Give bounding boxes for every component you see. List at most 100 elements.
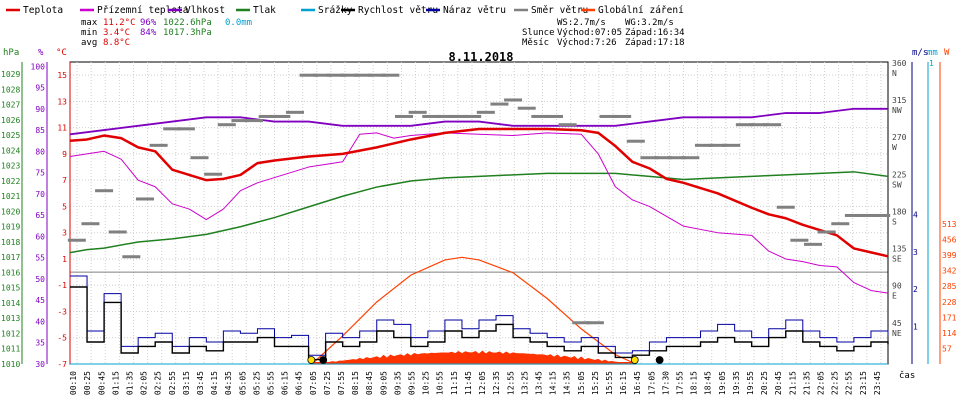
x-tick-label: 07:05 bbox=[309, 371, 318, 395]
x-tick-label: 17:30 bbox=[661, 371, 670, 395]
x-tick-label: 07:25 bbox=[323, 371, 332, 395]
axis-hpa-tick: 1016 bbox=[1, 268, 20, 277]
x-tick-label: 20:45 bbox=[774, 371, 783, 395]
x-tick-label: 22:25 bbox=[831, 371, 840, 395]
x-tick-label: 15:25 bbox=[591, 371, 600, 395]
axis-pct-tick: 35 bbox=[35, 339, 45, 348]
series-wind-dir-point bbox=[722, 143, 741, 147]
axis-w-tick: 114 bbox=[942, 329, 957, 338]
axis-pct-tick: 70 bbox=[35, 190, 45, 199]
x-tick-label: 13:45 bbox=[534, 371, 543, 395]
x-tick-label: 21:15 bbox=[788, 371, 797, 395]
x-tick-label: 12:55 bbox=[506, 371, 515, 395]
series-wind-dir-point bbox=[190, 156, 209, 160]
axis-hpa-tick: 1019 bbox=[1, 223, 20, 232]
series-wind-dir-point bbox=[844, 213, 863, 217]
series-wind-dir-point bbox=[463, 114, 482, 118]
series-wind-dir-point bbox=[626, 139, 645, 143]
axis-pct-tick: 50 bbox=[35, 275, 45, 284]
series-wind-dir-point bbox=[231, 119, 250, 123]
axis-ms-tick: 4 bbox=[913, 210, 918, 219]
stats-label-avg: avg bbox=[81, 38, 97, 48]
axis-pct-tick: 90 bbox=[35, 105, 45, 114]
x-tick-label: 03:45 bbox=[196, 371, 205, 395]
series-wind-dir-point bbox=[585, 321, 604, 325]
series-wind-dir-point bbox=[381, 73, 400, 77]
sunrise-marker bbox=[307, 356, 316, 364]
moonrise-marker bbox=[319, 356, 328, 364]
series-wind-dir-point bbox=[435, 114, 454, 118]
x-tick-label: 06:45 bbox=[295, 371, 304, 395]
x-tick-label: 23:15 bbox=[859, 371, 868, 395]
series-wind-dir-point bbox=[599, 114, 618, 118]
axis-mm-label: mm bbox=[927, 48, 938, 58]
x-tick-label: 18:15 bbox=[690, 371, 699, 395]
axis-pct-tick: 100 bbox=[31, 62, 46, 71]
axis-dir-tick: 135 bbox=[892, 245, 907, 254]
series-wind-dir-point bbox=[490, 102, 509, 106]
axis-temp-tick: 7 bbox=[62, 176, 67, 185]
axis-mm-tick: 1 bbox=[929, 59, 934, 68]
axis-dir-tick: N bbox=[892, 69, 897, 78]
series-wind-dir-point bbox=[858, 213, 877, 217]
x-tick-label: 15:05 bbox=[577, 371, 586, 395]
axis-dir-tick: E bbox=[892, 292, 897, 301]
axis-ms-tick: 2 bbox=[913, 285, 918, 294]
x-tick-label: 01:15 bbox=[111, 371, 120, 395]
series-wind-dir-point bbox=[122, 255, 141, 259]
axis-dir-tick: 360 bbox=[892, 59, 907, 68]
legend-label-8: Globální záření bbox=[598, 5, 684, 16]
series-wind-dir-point bbox=[217, 123, 236, 127]
series-wind-dir-point bbox=[299, 73, 318, 77]
series-wind-dir-point bbox=[272, 114, 291, 118]
axis-dir-tick: NE bbox=[892, 329, 902, 338]
series-wind-dir-point bbox=[817, 230, 836, 234]
axis-temp-tick: 13 bbox=[57, 97, 67, 106]
x-tick-label: 19:55 bbox=[746, 371, 755, 395]
x-tick-label: 05:05 bbox=[238, 371, 247, 395]
axis-ms-tick: 3 bbox=[913, 248, 918, 257]
stats-hum-max: 96% bbox=[140, 18, 157, 28]
series-wind-dir-point bbox=[67, 238, 86, 242]
series-wind-dir-point bbox=[422, 114, 441, 118]
axis-pct-tick: 75 bbox=[35, 169, 45, 178]
x-tick-label: 01:35 bbox=[125, 371, 134, 395]
axis-dir-tick: SW bbox=[892, 180, 902, 189]
x-tick-label: 00:25 bbox=[83, 371, 92, 395]
axis-pct-tick: 85 bbox=[35, 126, 45, 135]
series-wind-dir-point bbox=[313, 73, 332, 77]
x-tick-label: 10:55 bbox=[436, 371, 445, 395]
axis-pct-tick: 40 bbox=[35, 317, 45, 326]
axis-dir-tick: 315 bbox=[892, 96, 907, 105]
x-tick-label: 16:45 bbox=[633, 371, 642, 395]
axis-dir-tick: 45 bbox=[892, 319, 902, 328]
stats-press-max: 1022.6hPa bbox=[163, 18, 212, 28]
series-wind-dir-point bbox=[681, 156, 700, 160]
stats-temp-max: 11.2°C bbox=[103, 18, 136, 28]
series-wind-dir-point bbox=[408, 110, 427, 114]
legend-label-0: Teplota bbox=[23, 5, 63, 16]
x-tick-label: 06:15 bbox=[281, 371, 290, 395]
series-wind-dir-point bbox=[340, 73, 359, 77]
stats-ws: WS:2.7m/s bbox=[557, 18, 606, 28]
stats-wg: WG:3.2m/s bbox=[625, 18, 674, 28]
axis-dir-tick: SE bbox=[892, 255, 902, 264]
x-tick-label: 18:45 bbox=[704, 371, 713, 395]
x-tick-label: 21:35 bbox=[802, 371, 811, 395]
series-wind-dir-point bbox=[694, 143, 713, 147]
stats-moon-label: Měsíc bbox=[522, 38, 549, 48]
stats-moon-rise: Východ:7:26 bbox=[557, 38, 617, 48]
series-wind-dir-point bbox=[558, 123, 577, 127]
x-tick-label: 14:35 bbox=[563, 371, 572, 395]
axis-hpa-tick: 1013 bbox=[1, 314, 20, 323]
x-tick-label: 00:10 bbox=[69, 371, 78, 395]
series-wind-dir-point bbox=[654, 156, 673, 160]
x-tick-label: 23:45 bbox=[873, 371, 882, 395]
series-wind-dir-point bbox=[872, 213, 891, 217]
axis-w-tick: 285 bbox=[942, 282, 957, 291]
series-wind-dir-point bbox=[163, 127, 182, 131]
axis-hpa-tick: 1026 bbox=[1, 116, 20, 125]
stats-temp-min: 3.4°C bbox=[103, 28, 130, 38]
axis-hpa-tick: 1029 bbox=[1, 70, 20, 79]
